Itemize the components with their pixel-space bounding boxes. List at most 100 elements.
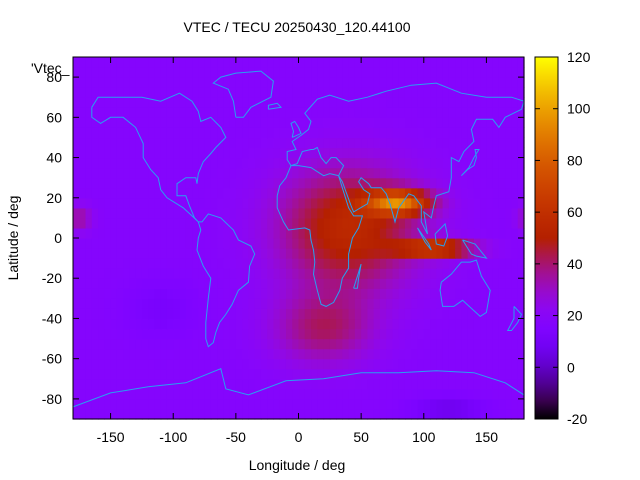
heatmap-cell (292, 107, 300, 118)
heatmap-cell (260, 268, 268, 279)
heatmap-cell (116, 87, 124, 98)
heatmap-cell (179, 288, 187, 299)
heatmap-cell (154, 227, 162, 239)
heatmap-cell (148, 217, 156, 229)
heatmap-cell (511, 217, 519, 229)
heatmap-cell (404, 298, 412, 309)
heatmap-cell (480, 177, 488, 189)
heatmap-cell (430, 207, 437, 219)
heatmap-cell (148, 137, 156, 149)
heatmap-cell (423, 338, 431, 350)
heatmap-cell (486, 57, 494, 68)
heatmap-cell (129, 167, 137, 179)
heatmap-cell (210, 258, 218, 269)
heatmap-cell (292, 238, 300, 249)
heatmap-cell (336, 368, 343, 380)
heatmap-cell (229, 127, 237, 139)
heatmap-cell (248, 137, 256, 149)
heatmap-cell (317, 338, 325, 350)
heatmap-cell (467, 57, 475, 68)
heatmap-cell (91, 167, 99, 179)
heatmap-cell (292, 398, 300, 410)
heatmap-cell (505, 167, 513, 179)
heatmap-cell (79, 348, 87, 360)
heatmap-cell (160, 67, 168, 78)
heatmap-cell (304, 57, 312, 68)
heatmap-cell (498, 97, 506, 108)
heatmap-cell (73, 57, 80, 68)
heatmap-cell (173, 57, 181, 68)
heatmap-cell (423, 107, 431, 118)
heatmap-cell (304, 258, 312, 269)
heatmap-cell (204, 137, 212, 149)
heatmap-cell (367, 147, 375, 159)
heatmap-cell (210, 127, 218, 139)
heatmap-cell (404, 117, 412, 128)
heatmap-cell (79, 67, 87, 78)
heatmap-cell (311, 147, 318, 159)
heatmap-cell (498, 207, 506, 219)
heatmap-cell (492, 298, 500, 309)
heatmap-cell (392, 217, 400, 229)
heatmap-cell (279, 308, 287, 320)
heatmap-cell (348, 248, 356, 259)
heatmap-cell (210, 338, 218, 350)
heatmap-cell (517, 147, 525, 159)
heatmap-cell (73, 167, 80, 179)
heatmap-cell (91, 388, 99, 400)
heatmap-cell (361, 197, 368, 209)
coastline-madagascar (353, 263, 362, 289)
heatmap-cell (104, 268, 112, 279)
heatmap-cell (473, 207, 481, 219)
heatmap-cell (91, 268, 99, 279)
heatmap-cell (361, 318, 368, 330)
heatmap-cell (79, 408, 87, 420)
heatmap-cell (480, 348, 488, 360)
heatmap-cell (235, 358, 243, 370)
heatmap-cell (173, 388, 181, 400)
heatmap-cell (379, 167, 387, 179)
heatmap-cell (166, 238, 174, 249)
heatmap-cell (317, 318, 325, 330)
heatmap-cell (135, 187, 143, 199)
heatmap-cell (85, 348, 93, 360)
heatmap-cell (298, 227, 306, 239)
heatmap-cell (311, 368, 318, 380)
heatmap-cell (430, 117, 437, 128)
heatmap-cell (104, 278, 112, 289)
heatmap-cell (467, 167, 475, 179)
heatmap-cell (354, 87, 362, 98)
heatmap-cell (223, 408, 231, 420)
heatmap-cell (480, 207, 488, 219)
heatmap-cell (267, 187, 275, 199)
heatmap-cell (379, 207, 387, 219)
heatmap-cell (135, 177, 143, 189)
heatmap-cell (480, 258, 488, 269)
heatmap-cell (73, 348, 80, 360)
heatmap-cell (404, 207, 412, 219)
heatmap-cell (267, 248, 275, 259)
heatmap-cell (73, 157, 80, 169)
heatmap-cell (354, 177, 362, 189)
heatmap-cell (311, 398, 318, 410)
heatmap-cell (217, 388, 224, 400)
heatmap-cell (336, 207, 343, 219)
heatmap-cell (311, 187, 318, 199)
heatmap-cell (411, 187, 419, 199)
heatmap-cell (179, 278, 187, 289)
heatmap-cell (123, 57, 130, 68)
heatmap-cell (336, 177, 343, 189)
heatmap-cell (248, 117, 256, 128)
heatmap-cell (386, 278, 394, 289)
heatmap-cell (292, 358, 300, 370)
heatmap-cell (304, 318, 312, 330)
heatmap-cell (279, 328, 287, 340)
heatmap-cell (248, 268, 256, 279)
heatmap-cell (417, 338, 425, 350)
heatmap-cell (204, 177, 212, 189)
heatmap-cell (248, 97, 256, 108)
heatmap-cell (273, 348, 281, 360)
heatmap-cell (492, 207, 500, 219)
heatmap-cell (304, 288, 312, 299)
heatmap-cell (242, 107, 249, 118)
